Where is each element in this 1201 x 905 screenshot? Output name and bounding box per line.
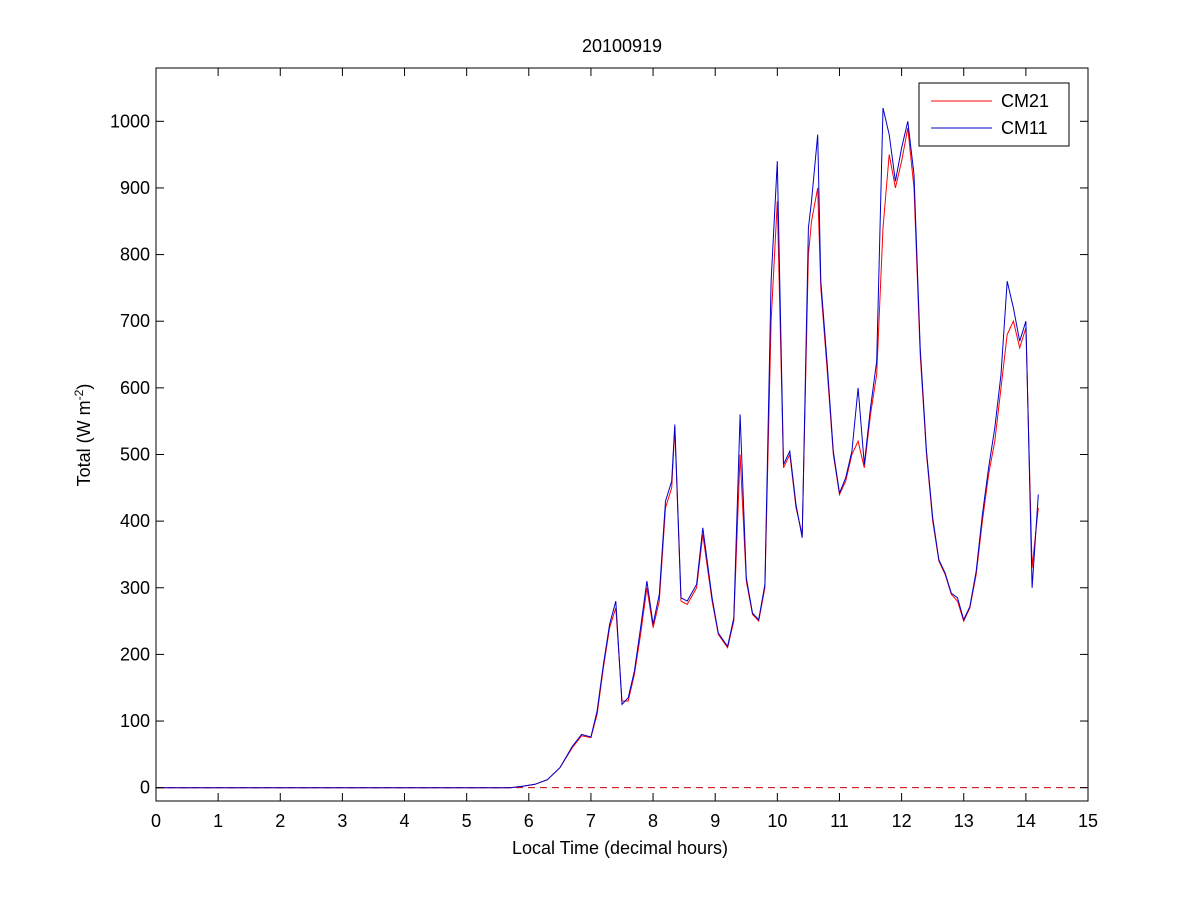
chart-title: 20100919 [582, 36, 662, 56]
x-tick-label: 6 [524, 811, 534, 831]
y-tick-label: 100 [120, 711, 150, 731]
series-layer [156, 107, 1088, 789]
x-tick-label: 0 [151, 811, 161, 831]
x-tick-label: 11 [830, 811, 849, 831]
x-tick-label: 13 [954, 811, 974, 831]
x-tick-label: 3 [337, 811, 347, 831]
series-line-cm11 [156, 107, 1039, 789]
legend-label-cm11: CM11 [1001, 118, 1048, 138]
y-axis-label-main: Total (W m [74, 400, 94, 486]
y-tick-label: 900 [120, 178, 150, 198]
y-tick-label: 300 [120, 578, 150, 598]
y-axis-label: Total (W m-2) [72, 384, 94, 487]
x-tick-label: 14 [1016, 811, 1036, 831]
x-tick-label: 9 [710, 811, 720, 831]
y-axis-label-sup: -2 [72, 389, 86, 400]
axes-layer [155, 67, 1089, 802]
series-line-cm21 [156, 127, 1039, 789]
y-tick-label: 600 [120, 378, 150, 398]
y-tick-label: 800 [120, 245, 150, 265]
x-tick-label: 8 [648, 811, 658, 831]
x-tick-label: 1 [213, 811, 223, 831]
x-tick-label: 2 [275, 811, 285, 831]
x-tick-label: 7 [586, 811, 596, 831]
y-axis-label-end: ) [74, 384, 94, 390]
x-tick-label: 4 [400, 811, 410, 831]
y-tick-label: 400 [120, 511, 150, 531]
y-tick-label: 1000 [110, 111, 150, 131]
legend-label-cm21: CM21 [1001, 91, 1049, 111]
y-tick-label: 500 [120, 444, 150, 464]
x-tick-label: 10 [767, 811, 787, 831]
x-tick-label: 12 [892, 811, 912, 831]
legend: CM21 CM11 [918, 82, 1070, 147]
y-tick-label: 200 [120, 644, 150, 664]
x-tick-label: 5 [462, 811, 472, 831]
axes-box [155, 67, 1089, 802]
plot-area [156, 68, 1088, 801]
x-axis-label: Local Time (decimal hours) [512, 838, 728, 858]
y-tick-label: 700 [120, 311, 150, 331]
legend-box [918, 82, 1070, 147]
ticks-layer: 0 1 2 3 4 5 6 7 8 9 10 11 12 13 14 15010020030040050060… [110, 68, 1098, 831]
x-tick-label: 15 [1078, 811, 1098, 831]
y-tick-label: 0 [140, 778, 150, 798]
